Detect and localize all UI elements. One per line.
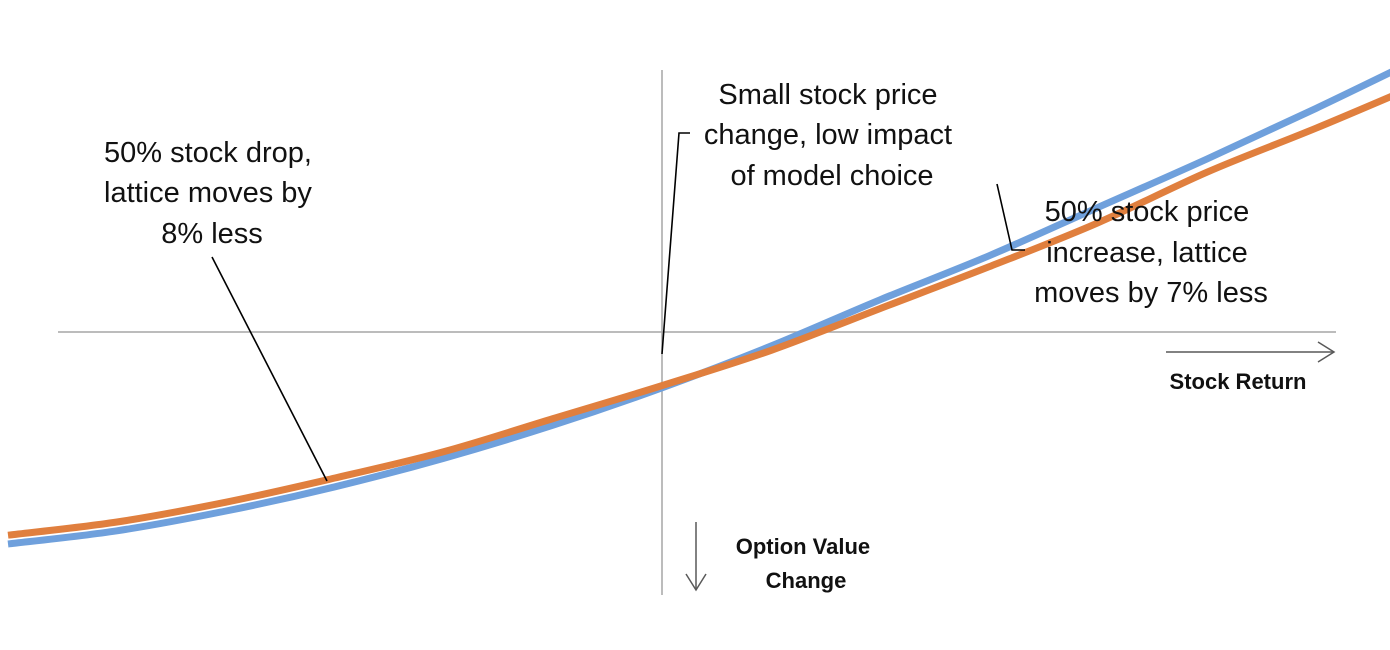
x-axis-label: Stock Return [1170, 369, 1307, 394]
y-axis-label: Option Value Change [736, 534, 877, 593]
annotation-leader-left [211, 256, 328, 482]
annotation-center: Small stock price change, low impact of … [704, 79, 960, 192]
series-line-2 [7, 93, 1390, 539]
annotation-center-line-2: change, low impact [704, 119, 952, 151]
y-axis-label-line-1: Option Value [736, 534, 870, 559]
x-axis-arrow-head [1317, 341, 1336, 363]
y-axis-label-line-2: Change [766, 568, 847, 593]
annotation-center-line-3: of model choice [730, 160, 933, 192]
annotation-left-line-3: 8% less [161, 218, 263, 250]
annotation-left-line-2: lattice moves by [104, 177, 312, 209]
annotation-leader-right [996, 183, 1025, 251]
y-axis-arrow-head [685, 573, 707, 592]
annotation-right: 50% stock price increase, lattice moves … [1034, 196, 1268, 309]
annotation-right-line-3: moves by 7% less [1034, 277, 1268, 309]
series-layer [7, 68, 1390, 548]
annotation-leader-center [661, 132, 690, 355]
annotation-left: 50% stock drop, lattice moves by 8% less [104, 137, 320, 250]
annotation-right-line-2: increase, lattice [1046, 237, 1248, 269]
annotation-center-line-1: Small stock price [718, 79, 937, 111]
annotation-right-line-1: 50% stock price [1045, 196, 1250, 228]
annotation-left-line-1: 50% stock drop, [104, 137, 312, 169]
